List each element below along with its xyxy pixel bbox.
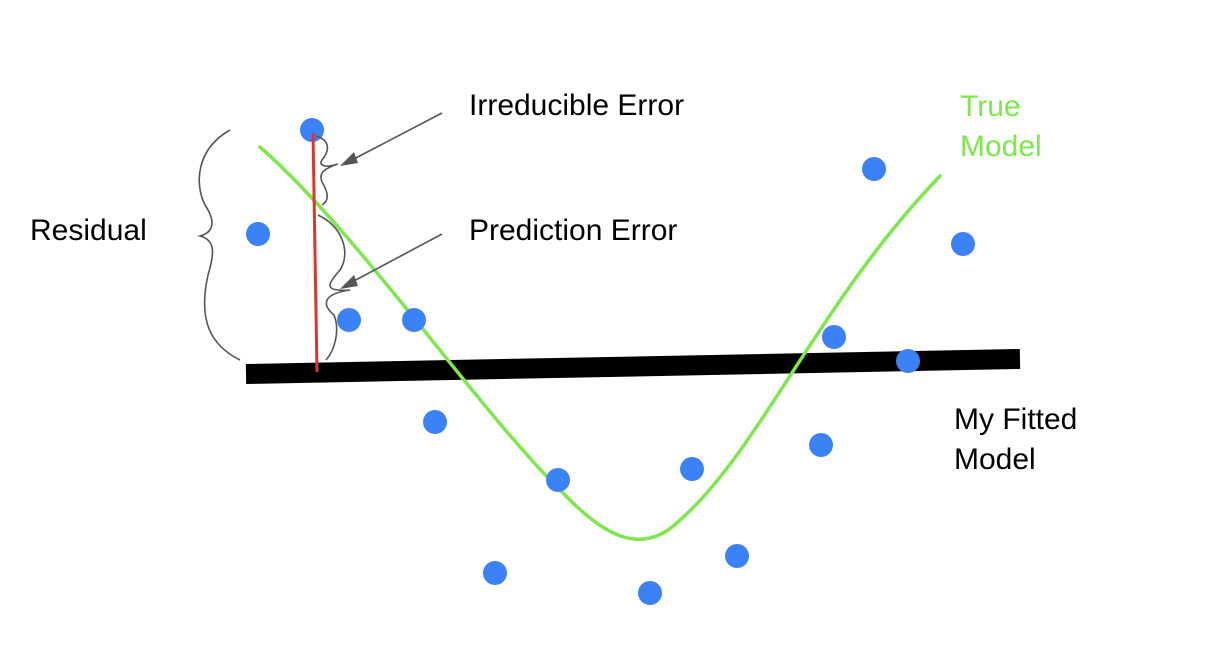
data-point [402, 308, 426, 332]
true-model-label-line-2: Model [960, 130, 1042, 163]
data-point [423, 410, 447, 434]
data-point [546, 468, 570, 492]
fitted-model-label-line-2: Model [954, 443, 1036, 476]
irreducible-error-label: Irreducible Error [469, 89, 685, 122]
data-point [725, 544, 749, 568]
data-point [896, 349, 920, 373]
prediction-error-arrow [340, 233, 443, 289]
true-model-label-line-1: True [960, 90, 1021, 123]
prediction-error-brace [317, 214, 351, 361]
prediction-error-label: Prediction Error [469, 214, 678, 247]
data-points [246, 118, 975, 605]
data-point [809, 433, 833, 457]
data-point [862, 157, 886, 181]
data-point [483, 561, 507, 585]
fitted-model-line [245, 349, 1021, 384]
data-point [951, 232, 975, 256]
fitted-model-label: My Fitted Model [954, 400, 1077, 480]
irreducible-error-arrow [340, 112, 443, 166]
residual-line [311, 132, 319, 373]
data-point [680, 457, 704, 481]
irreducible-error-brace [315, 135, 339, 206]
fitted-model-label-line-1: My Fitted [954, 403, 1078, 436]
residual-label: Residual [30, 214, 147, 247]
data-point [337, 308, 361, 332]
residual-brace [196, 129, 241, 361]
data-point [822, 325, 846, 349]
true-model-label: True Model [960, 87, 1042, 167]
data-point [246, 222, 270, 246]
true-model-curve [258, 145, 942, 541]
data-point [638, 581, 662, 605]
